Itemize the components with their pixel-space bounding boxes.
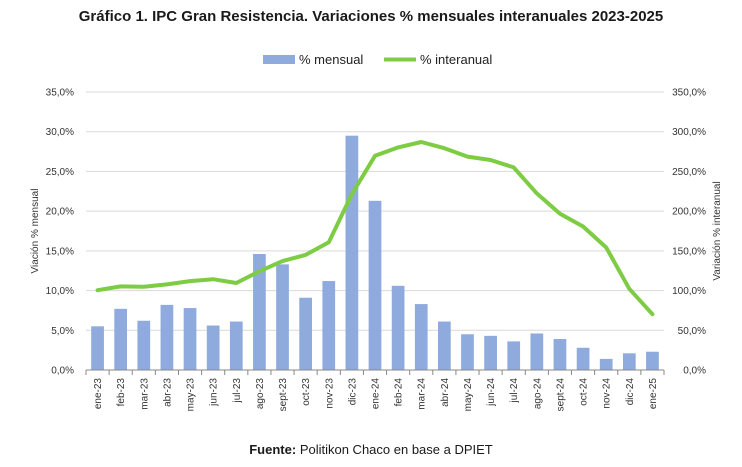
bar-mensual [229, 321, 243, 370]
line-interanual [95, 140, 655, 317]
y-right-tick-label: 0,0% [683, 366, 706, 377]
x-tick-label: oct-23 [301, 378, 312, 406]
x-tick-label: mar-24 [417, 378, 428, 410]
bar-series [91, 135, 659, 370]
bar-mensual [114, 308, 128, 370]
y-right-tick-label: 350,0% [672, 88, 706, 99]
bar-mensual [622, 353, 636, 370]
y-right-tick-label: 200,0% [672, 207, 706, 218]
bar-mensual [484, 335, 497, 370]
bar-mensual [276, 264, 289, 370]
x-tick-label: sept-23 [278, 378, 289, 412]
bar-mensual [414, 304, 428, 370]
x-tick-label: dic-23 [347, 378, 358, 406]
y-right-tick-label: 300,0% [672, 127, 706, 138]
bar-mensual [507, 341, 521, 370]
bar-mensual [183, 308, 197, 370]
y-left-tick-label: 30,0% [46, 127, 74, 138]
y-left-tick-label: 15,0% [46, 246, 74, 257]
legend-line-label: % interanual [420, 52, 492, 67]
y-left-tick-label: 0,0% [51, 366, 74, 377]
bar-mensual [438, 321, 451, 370]
y-right-axis-title: Variación % interanual [712, 181, 723, 280]
y-right-tick-label: 100,0% [672, 286, 706, 297]
legend-bar-label: % mensual [299, 52, 363, 67]
y-left-tick-label: 25,0% [46, 167, 74, 178]
bar-mensual [461, 334, 474, 370]
x-tick-label: dic-24 [625, 378, 636, 406]
source-text: Politikon Chaco en base a DPIET [299, 442, 493, 457]
x-tick-label: may-23 [186, 378, 197, 412]
x-tick-label: ene-24 [371, 378, 382, 410]
x-tick-label: sept-24 [555, 378, 566, 412]
y-left-tick-label: 35,0% [46, 88, 74, 99]
x-tick-label: mar-23 [139, 378, 150, 410]
x-tick-label: abr-24 [440, 378, 451, 407]
x-tick-label: jun-23 [209, 378, 220, 407]
x-tick-label: oct-24 [579, 378, 590, 406]
x-tick-label: abr-23 [162, 378, 173, 407]
x-tick-label: jul-23 [232, 378, 243, 404]
x-tick-label: nov-24 [602, 378, 613, 409]
y-left-tick-label: 10,0% [46, 286, 74, 297]
y-left-tick-label: 5,0% [51, 326, 74, 337]
chart-title: Gráfico 1. IPC Gran Resistencia. Variaci… [78, 8, 664, 25]
axes: 0,0% 5,0% 10,0% 15,0% 20,0% 25,0% 30,0% 35,0% 0,… [46, 88, 706, 412]
bar-mensual [160, 304, 174, 370]
x-tick-label: feb-24 [394, 378, 405, 407]
bar-mensual [299, 297, 312, 370]
bar-mensual [91, 326, 104, 370]
source-label: Fuente: [249, 442, 297, 457]
legend-bar-swatch [263, 55, 295, 64]
bar-mensual [206, 325, 220, 370]
bar-mensual [553, 339, 567, 370]
y-right-tick-label: 250,0% [672, 167, 706, 178]
bar-mensual [253, 254, 266, 370]
x-tick-label: ene-23 [93, 378, 104, 410]
bar-mensual [646, 351, 659, 370]
bar-mensual [322, 281, 336, 370]
y-right-tick-label: 150,0% [672, 246, 706, 257]
x-tick-label: feb-23 [116, 378, 127, 407]
y-left-axis-title: Viación % mensual [30, 189, 41, 274]
legend: % mensual % interanual [263, 52, 492, 67]
x-tick-label: ene-25 [648, 378, 659, 410]
bar-mensual [530, 333, 544, 370]
bar-mensual [391, 285, 405, 370]
bar-mensual [368, 200, 382, 370]
x-tick-label: ago-24 [532, 378, 543, 410]
y-right-tick-label: 50,0% [678, 326, 706, 337]
bar-mensual [137, 320, 151, 370]
x-tick-label: jun-24 [486, 378, 497, 407]
bar-mensual [599, 358, 613, 370]
bar-mensual [345, 135, 359, 370]
x-tick-label: nov-23 [324, 378, 335, 409]
x-tick-label: jul-24 [509, 378, 520, 404]
bar-mensual [576, 347, 590, 370]
source-note: Fuente: Politikon Chaco en base a DPIET [0, 442, 742, 457]
y-left-tick-label: 20,0% [46, 207, 74, 218]
line-series [95, 140, 655, 317]
x-tick-label: may-24 [463, 378, 474, 412]
x-tick-label: ago-23 [255, 378, 266, 410]
